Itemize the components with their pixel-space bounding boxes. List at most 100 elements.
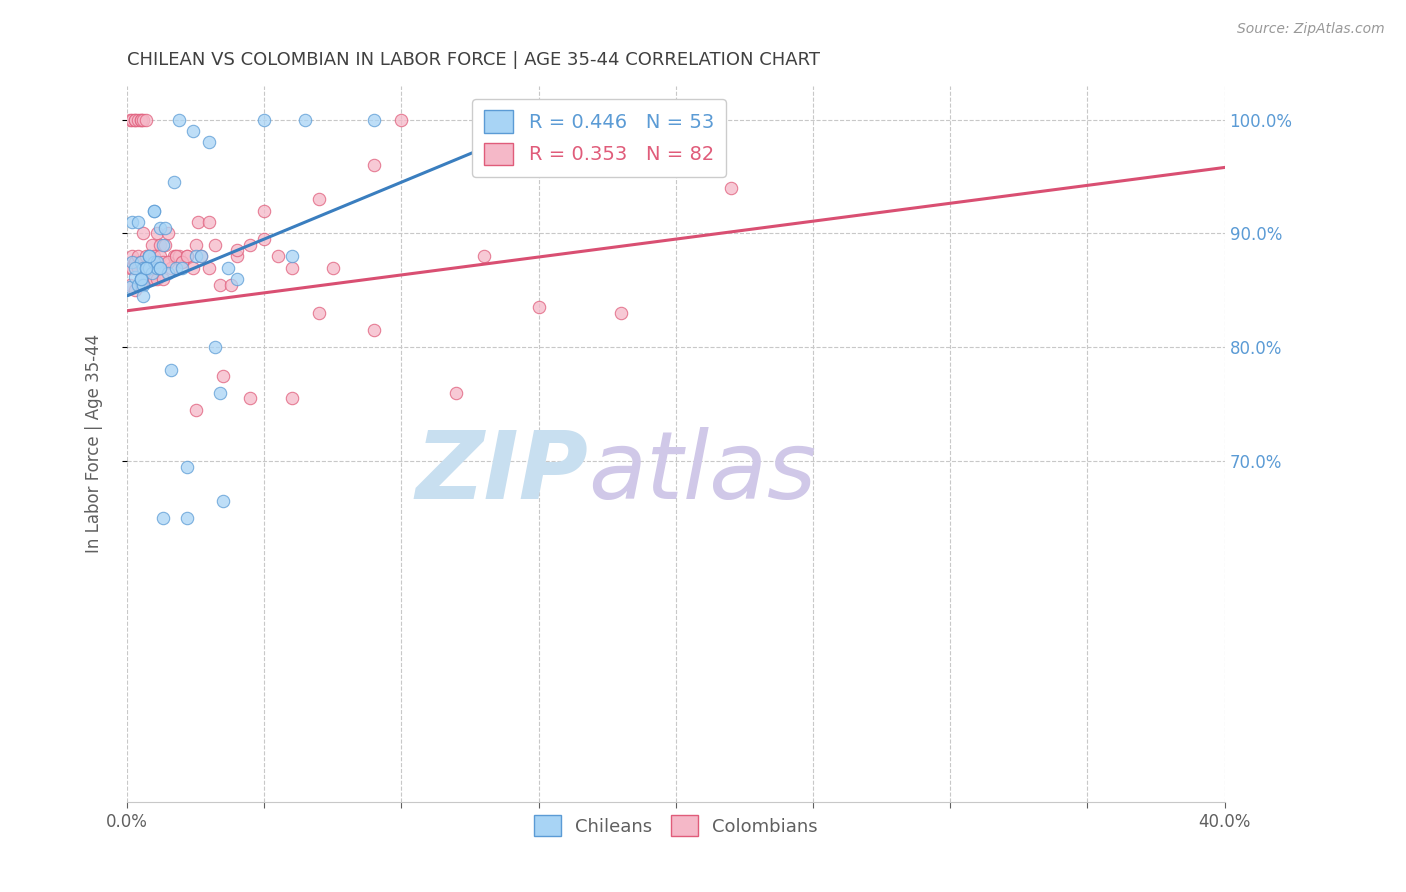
Point	[121, 215, 143, 229]
Point	[212, 493, 235, 508]
Point	[170, 255, 193, 269]
Point	[239, 237, 262, 252]
Point	[129, 255, 152, 269]
Point	[129, 277, 152, 292]
Point	[162, 175, 184, 189]
Point	[143, 260, 166, 275]
Text: atlas: atlas	[588, 427, 817, 518]
Point	[267, 249, 290, 263]
Point	[135, 260, 157, 275]
Point	[129, 112, 152, 127]
Point	[129, 272, 152, 286]
Point	[141, 237, 163, 252]
Point	[280, 260, 302, 275]
Point	[308, 306, 330, 320]
Point	[198, 260, 221, 275]
Point	[187, 215, 209, 229]
Point	[152, 255, 174, 269]
Point	[124, 269, 146, 284]
Y-axis label: In Labor Force | Age 35-44: In Labor Force | Age 35-44	[86, 334, 103, 553]
Point	[127, 277, 149, 292]
Point	[127, 249, 149, 263]
Point	[135, 112, 157, 127]
Point	[184, 402, 207, 417]
Point	[121, 255, 143, 269]
Point	[217, 260, 239, 275]
Text: ZIP: ZIP	[415, 426, 588, 518]
Point	[127, 260, 149, 275]
Point	[121, 260, 143, 275]
Point	[118, 260, 141, 275]
Point	[129, 272, 152, 286]
Point	[149, 220, 172, 235]
Point	[322, 260, 344, 275]
Point	[527, 301, 550, 315]
Point	[132, 289, 155, 303]
Point	[176, 249, 198, 263]
Point	[198, 136, 221, 150]
Point	[165, 249, 187, 263]
Point	[138, 249, 160, 263]
Point	[157, 255, 180, 269]
Point	[219, 277, 242, 292]
Point	[253, 112, 276, 127]
Point	[253, 203, 276, 218]
Point	[141, 260, 163, 275]
Point	[167, 249, 190, 263]
Point	[363, 323, 385, 337]
Point	[176, 511, 198, 525]
Point	[132, 227, 155, 241]
Point	[280, 249, 302, 263]
Point	[138, 249, 160, 263]
Point	[146, 227, 169, 241]
Point	[132, 112, 155, 127]
Point	[132, 260, 155, 275]
Point	[143, 272, 166, 286]
Point	[135, 260, 157, 275]
Point	[143, 255, 166, 269]
Point	[363, 112, 385, 127]
Point	[149, 260, 172, 275]
Point	[159, 260, 181, 275]
Point	[124, 255, 146, 269]
Point	[146, 272, 169, 286]
Point	[118, 277, 141, 292]
Point	[152, 237, 174, 252]
Point	[121, 249, 143, 263]
Point	[149, 237, 172, 252]
Point	[157, 266, 180, 280]
Legend: Chileans, Colombians: Chileans, Colombians	[527, 808, 825, 844]
Point	[157, 227, 180, 241]
Point	[165, 260, 187, 275]
Point	[181, 260, 204, 275]
Point	[135, 249, 157, 263]
Point	[170, 255, 193, 269]
Point	[124, 283, 146, 297]
Point	[129, 272, 152, 286]
Point	[146, 260, 169, 275]
Point	[389, 112, 412, 127]
Point	[132, 260, 155, 275]
Point	[149, 260, 172, 275]
Point	[118, 280, 141, 294]
Point	[170, 260, 193, 275]
Point	[720, 181, 742, 195]
Point	[138, 260, 160, 275]
Point	[143, 203, 166, 218]
Point	[127, 215, 149, 229]
Point	[141, 272, 163, 286]
Point	[294, 112, 316, 127]
Point	[472, 249, 495, 263]
Point	[159, 363, 181, 377]
Point	[152, 272, 174, 286]
Point	[141, 266, 163, 280]
Point	[209, 385, 232, 400]
Point	[129, 255, 152, 269]
Point	[135, 260, 157, 275]
Point	[167, 112, 190, 127]
Point	[138, 249, 160, 263]
Point	[253, 232, 276, 246]
Point	[143, 249, 166, 263]
Point	[204, 237, 226, 252]
Point	[363, 158, 385, 172]
